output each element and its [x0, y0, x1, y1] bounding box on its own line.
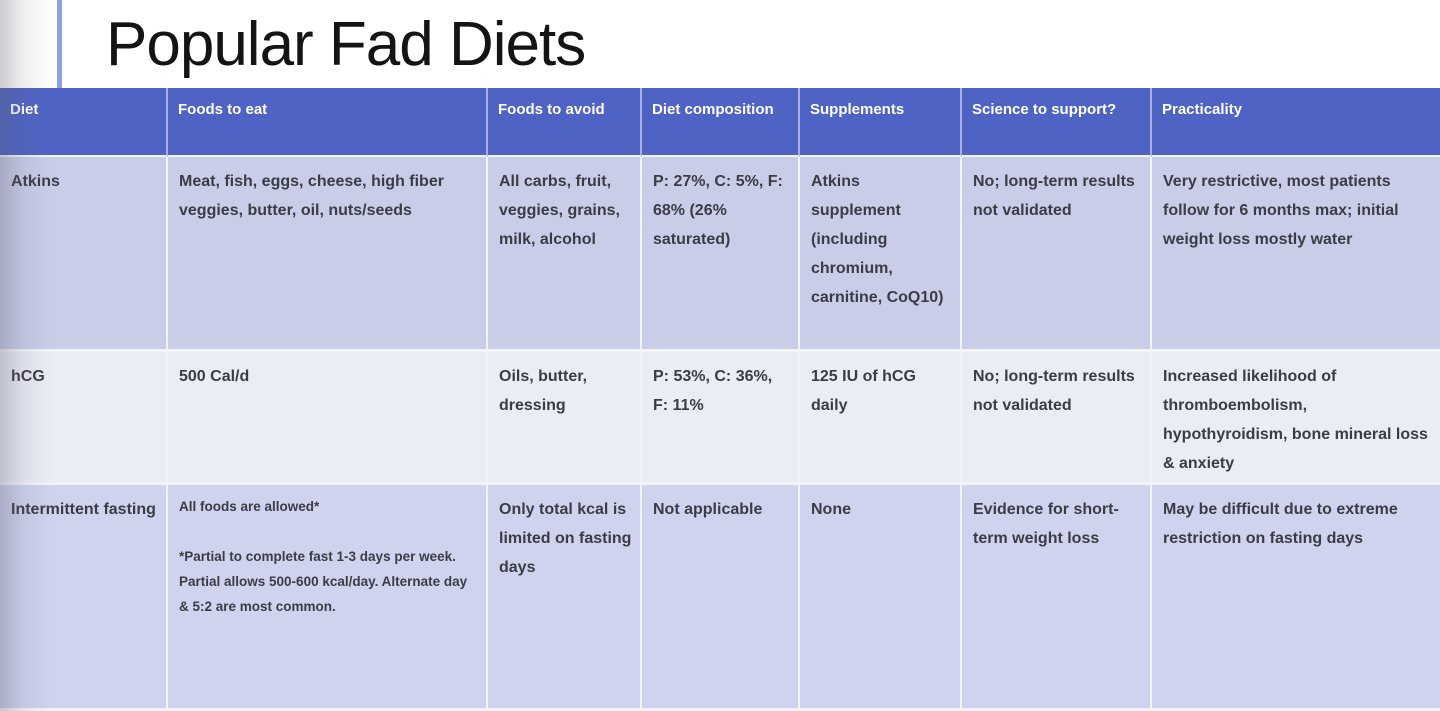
column-header-practicality: Practicality	[1152, 88, 1440, 157]
table-cell-if-foods-to-eat: All foods are allowed* *Partial to compl…	[168, 485, 488, 711]
column-header-science-to-support: Science to support?	[962, 88, 1152, 157]
table-cell-atkins-supplements: Atkins supplement (including chromium, c…	[800, 157, 962, 352]
table-cell-hcg-diet: hCG	[0, 352, 168, 485]
table-cell-atkins-diet: Atkins	[0, 157, 168, 352]
column-header-diet: Diet	[0, 88, 168, 157]
table-cell-if-supplements: None	[800, 485, 962, 711]
column-header-diet-composition: Diet composition	[642, 88, 800, 157]
title-band: Popular Fad Diets	[0, 0, 1440, 88]
fad-diets-table: Diet Foods to eat Foods to avoid Diet co…	[0, 88, 1440, 711]
column-header-foods-to-avoid: Foods to avoid	[488, 88, 642, 157]
table-cell-if-practicality: May be difficult due to extreme restrict…	[1152, 485, 1440, 711]
table-cell-hcg-practicality: Increased likelihood of thromboembolism,…	[1152, 352, 1440, 485]
table-cell-hcg-supplements: 125 IU of hCG daily	[800, 352, 962, 485]
table-cell-hcg-foods-to-eat: 500 Cal/d	[168, 352, 488, 485]
title-accent-bar	[57, 0, 62, 88]
table-cell-atkins-science: No; long-term results not validated	[962, 157, 1152, 352]
slide-title: Popular Fad Diets	[106, 9, 586, 79]
table-cell-atkins-practicality: Very restrictive, most patients follow f…	[1152, 157, 1440, 352]
table-cell-if-science: Evidence for short-term weight loss	[962, 485, 1152, 711]
table-cell-atkins-diet-composition: P: 27%, C: 5%, F: 68% (26% saturated)	[642, 157, 800, 352]
table-cell-if-diet: Intermittent fasting	[0, 485, 168, 711]
table-cell-if-diet-composition: Not applicable	[642, 485, 800, 711]
column-header-foods-to-eat: Foods to eat	[168, 88, 488, 157]
table-cell-if-foods-to-avoid: Only total kcal is limited on fasting da…	[488, 485, 642, 711]
column-header-supplements: Supplements	[800, 88, 962, 157]
table-cell-hcg-foods-to-avoid: Oils, butter, dressing	[488, 352, 642, 485]
table-cell-hcg-diet-composition: P: 53%, C: 36%, F: 11%	[642, 352, 800, 485]
table-cell-atkins-foods-to-eat: Meat, fish, eggs, cheese, high fiber veg…	[168, 157, 488, 352]
table-cell-hcg-science: No; long-term results not validated	[962, 352, 1152, 485]
table-cell-atkins-foods-to-avoid: All carbs, fruit, veggies, grains, milk,…	[488, 157, 642, 352]
